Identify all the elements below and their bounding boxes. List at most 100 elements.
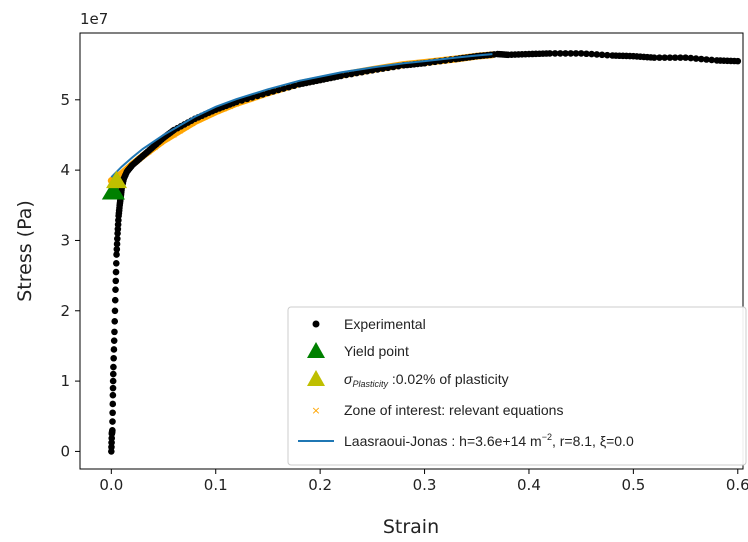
legend-model-suffix: , r=8.1, ξ=0.0 — [552, 433, 634, 449]
experimental-point — [342, 71, 350, 79]
x-tick-label: 0.4 — [517, 476, 541, 494]
experimental-point — [522, 50, 529, 58]
experimental-point — [108, 434, 116, 442]
y-tick-label: 1 — [60, 372, 70, 390]
experimental-point — [114, 235, 121, 242]
experimental-point — [490, 51, 498, 58]
zone-of-interest-point: × — [183, 123, 191, 133]
plasticity-point-marker — [106, 170, 128, 189]
legend-zone-marker: × — [311, 404, 320, 417]
experimental-point — [551, 50, 559, 57]
zone-of-interest-point: × — [195, 116, 203, 126]
experimental-point — [111, 328, 118, 336]
experimental-point — [567, 50, 575, 57]
y-tick-label: 0 — [60, 442, 70, 460]
experimental-point — [109, 391, 117, 399]
experimental-point — [556, 50, 564, 57]
zone-of-interest-point: × — [164, 135, 172, 145]
x-tick-label: 0.2 — [308, 476, 332, 494]
experimental-point — [334, 73, 341, 80]
x-tick-label: 0.1 — [204, 476, 228, 494]
yield-point-marker — [101, 180, 125, 200]
zone-of-interest-point: × — [176, 127, 184, 137]
experimental-point — [112, 277, 120, 285]
experimental-point — [358, 68, 366, 76]
experimental-point — [682, 54, 689, 61]
experimental-point — [703, 56, 710, 63]
experimental-point — [588, 50, 595, 58]
experimental-point — [593, 51, 601, 58]
legend-experimental-label: Experimental — [344, 316, 426, 332]
experimental-point — [113, 251, 120, 258]
experimental-point — [583, 50, 590, 58]
experimental-point — [113, 245, 121, 253]
experimental-point — [313, 77, 320, 85]
zone-of-interest-point: × — [252, 93, 260, 103]
experimental-point — [503, 51, 510, 58]
experimental-point — [112, 268, 120, 276]
experimental-point — [730, 57, 738, 65]
x-axis-label: Strain — [383, 516, 439, 538]
experimental-point — [543, 50, 550, 57]
experimental-point — [110, 337, 118, 344]
axes-frame — [79, 32, 744, 470]
experimental-point — [577, 50, 585, 57]
experimental-point — [108, 427, 116, 435]
legend-zone-label: Zone of interest: relevant equations — [344, 402, 563, 418]
legend-model-label: Laasraoui-Jonas : h=3.6e+14 m−2, r=8.1, … — [344, 432, 634, 449]
experimental-point — [562, 50, 569, 57]
experimental-point — [708, 56, 715, 64]
experimental-point — [109, 409, 116, 417]
experimental-point — [661, 54, 668, 61]
legend-experimental-marker — [312, 320, 320, 328]
legend-plasticity-rest: :0.02% of plasticity — [388, 371, 509, 387]
legend-model-superscript: −2 — [542, 432, 552, 442]
x-tick-label: 0.0 — [99, 476, 123, 494]
y-ticks: 0 1 2 3 4 5 — [60, 91, 80, 460]
experimental-point — [572, 50, 580, 57]
experimental-point — [626, 52, 634, 60]
experimental-point — [109, 418, 116, 425]
experimental-point — [692, 55, 700, 62]
experimental-point — [109, 384, 117, 392]
experimental-point — [666, 54, 674, 61]
laasraoui-jonas-line — [110, 53, 493, 178]
experimental-point — [656, 54, 663, 61]
experimental-point — [603, 51, 611, 59]
legend-plasticity-label: σPlasticity :0.02% of plasticity — [344, 371, 509, 389]
zone-of-interest-point: × — [214, 107, 222, 117]
zone-of-interest-point: × — [189, 119, 197, 129]
experimental-point — [111, 307, 119, 315]
legend-plasticity-symbol: σ — [344, 371, 353, 387]
y-tick-label: 5 — [60, 91, 70, 109]
experimental-point — [110, 363, 117, 371]
experimental-point — [285, 83, 293, 91]
experimental-point — [697, 55, 705, 63]
model-line-layer — [110, 53, 493, 178]
zone-of-interest-point: × — [202, 113, 210, 123]
experimental-point — [280, 85, 287, 92]
y-offset-text: 1e7 — [80, 10, 108, 28]
y-tick-label: 4 — [60, 161, 70, 179]
x-ticks: 0.0 0.1 0.2 0.3 0.4 0.5 0.6 — [99, 469, 748, 494]
experimental-point — [290, 82, 298, 90]
x-tick-label: 0.5 — [621, 476, 645, 494]
experimental-point — [647, 54, 655, 61]
experimental-point — [112, 260, 120, 267]
experimental-point — [109, 400, 117, 408]
experimental-point — [110, 346, 118, 353]
experimental-point — [111, 296, 119, 304]
experimental-point — [687, 54, 695, 62]
experimental-point — [254, 92, 261, 100]
experimental-point — [677, 54, 684, 61]
experimental-point — [110, 354, 117, 362]
experimental-point — [671, 54, 679, 61]
legend-yield-marker — [307, 342, 325, 358]
experimental-point — [111, 318, 119, 325]
legend-box — [287, 306, 747, 466]
x-tick-label: 0.3 — [413, 476, 437, 494]
legend-yield-label: Yield point — [344, 343, 409, 359]
experimental-point — [275, 86, 282, 94]
experimental-point — [109, 377, 117, 385]
